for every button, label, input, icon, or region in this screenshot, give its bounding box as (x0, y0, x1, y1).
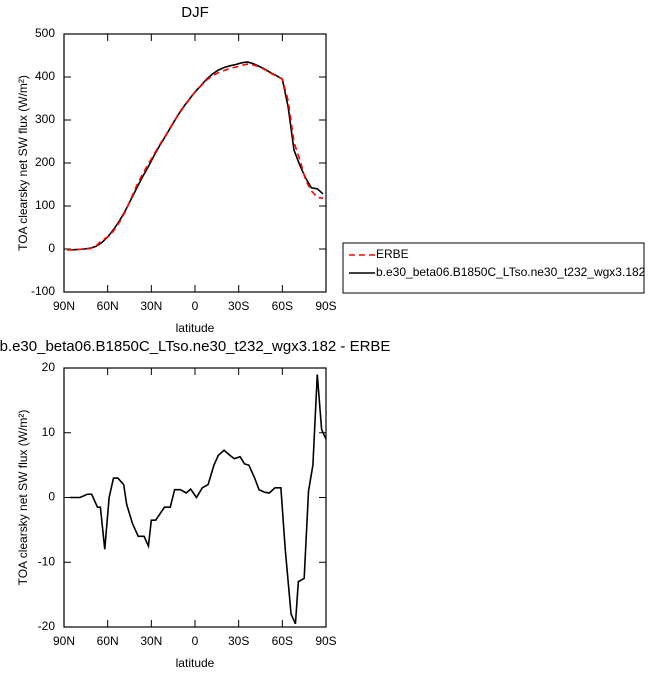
y-tick-label: 0 (48, 490, 55, 504)
x-tick-label: 0 (192, 299, 199, 313)
y-tick-label: 400 (35, 69, 55, 83)
chart-title: DJF (181, 4, 209, 21)
x-axis-label: latitude (176, 321, 215, 335)
x-tick-label: 90S (315, 634, 336, 648)
x-tick-label: 0 (192, 634, 199, 648)
plot-frame (63, 367, 327, 628)
x-tick-label: 30N (140, 299, 162, 313)
x-tick-label: 90N (53, 634, 75, 648)
y-axis-label: TOA clearsky net SW flux (W/m²) (16, 75, 30, 251)
chart-title: b.e30_beta06.B1850C_LTso.ne30_t232_wgx3.… (0, 338, 390, 355)
y-tick-label: 20 (42, 360, 56, 374)
y-tick-label: 500 (35, 26, 55, 40)
x-tick-label: 90S (315, 299, 336, 313)
x-tick-label: 30S (228, 634, 249, 648)
y-tick-label: -100 (31, 284, 55, 298)
x-axis-label: latitude (176, 656, 215, 670)
legend-label: b.e30_beta06.B1850C_LTso.ne30_t232_wgx3.… (376, 265, 646, 279)
legend-box (342, 242, 645, 294)
x-tick-label: 60S (272, 299, 293, 313)
data-line (69, 374, 327, 625)
legend-label: ERBE (376, 247, 409, 261)
x-tick-label: 60N (97, 299, 119, 313)
x-tick-label: 60S (272, 634, 293, 648)
plot-frame (63, 33, 327, 293)
data-line (66, 63, 324, 251)
y-tick-label: 300 (35, 112, 55, 126)
y-tick-label: 0 (48, 241, 55, 255)
x-tick-label: 30N (140, 634, 162, 648)
y-tick-label: 200 (35, 155, 55, 169)
y-axis-label: TOA clearsky net SW flux (W/m²) (16, 410, 30, 586)
x-tick-label: 30S (228, 299, 249, 313)
y-tick-label: 100 (35, 198, 55, 212)
x-tick-label: 90N (53, 299, 75, 313)
y-tick-label: 10 (42, 425, 56, 439)
y-tick-label: -10 (38, 554, 56, 568)
x-tick-label: 60N (97, 634, 119, 648)
y-tick-label: -20 (38, 619, 56, 633)
